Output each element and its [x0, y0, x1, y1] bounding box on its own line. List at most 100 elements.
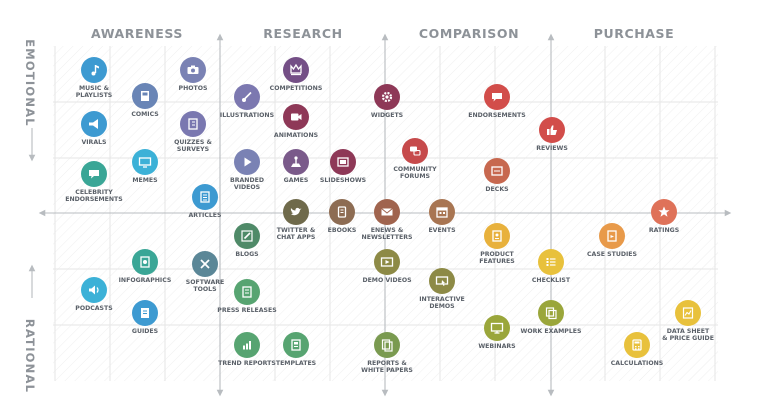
content-item-label: CALCULATIONS: [611, 360, 664, 367]
content-item: GUIDES: [132, 300, 158, 335]
content-item-circle: [538, 300, 564, 326]
animation-video-icon: [291, 113, 302, 121]
content-item-label: CHECKLIST: [532, 277, 571, 284]
content-item: PRESS RELEASES: [217, 279, 277, 314]
endorsement-bubble-icon: [492, 93, 502, 102]
webinar-screen-icon: [490, 322, 504, 334]
guide-book-icon: [141, 308, 149, 318]
content-item: DATA SHEET& PRICE GUIDE: [662, 300, 714, 342]
content-item-label: FEATURES: [479, 258, 514, 265]
podcast-speaker-icon: [89, 285, 99, 295]
content-item-label: PLAYLISTS: [76, 92, 113, 99]
thumbs-up-icon: [547, 125, 557, 135]
content-item-label: RATINGS: [649, 227, 679, 234]
content-item-label: GAMES: [284, 177, 309, 184]
content-item-label: CASE STUDIES: [587, 251, 637, 258]
content-item: REVIEWS: [536, 117, 568, 152]
content-item-label: TOOLS: [193, 286, 216, 293]
content-item-label: MUSIC &: [79, 85, 110, 92]
content-item: REPORTS &WHITE PAPERS: [361, 332, 413, 374]
content-item: BLOGS: [234, 223, 260, 258]
content-item: COMICS: [131, 83, 159, 118]
content-item-label: CHAT APPS: [277, 234, 316, 241]
envelope-icon: [381, 208, 393, 216]
content-item-circle: [283, 57, 309, 83]
content-item: RATINGS: [649, 199, 679, 234]
quiz-sheet-icon: [188, 118, 198, 130]
content-item-label: FORUMS: [400, 173, 430, 180]
infographic-icon: [140, 256, 150, 268]
star-icon: [658, 206, 670, 217]
paintbrush-icon: [242, 91, 252, 102]
work-examples-icon: [545, 307, 557, 320]
content-item: ENEWS &NEWSLETTERS: [362, 199, 413, 241]
content-item-label: TEMPLATES: [276, 360, 316, 367]
content-item: ILLUSTRATIONS: [220, 84, 274, 119]
content-item-label: DATA SHEET: [667, 328, 710, 335]
content-item: MEMES: [132, 149, 158, 184]
content-item: VIRALS: [81, 111, 107, 146]
content-item: DECKS: [484, 158, 510, 193]
forum-bubbles-icon: [410, 146, 421, 156]
content-item-label: MEMES: [132, 177, 157, 184]
content-item-circle: [429, 199, 455, 225]
content-item-label: PODCASTS: [75, 305, 112, 312]
content-item: ARTICLES: [189, 184, 222, 219]
deck-icon: [491, 166, 503, 176]
content-items: MUSIC &PLAYLISTS COMICS PHOTOS COMPETITIONS…: [65, 57, 714, 374]
content-item-label: WORK EXAMPLES: [521, 328, 582, 335]
row-label-emotional: EMOTIONAL: [23, 39, 37, 127]
content-item-label: DECKS: [485, 186, 508, 193]
content-item: TEMPLATES: [276, 332, 316, 367]
content-item-label: BRANDED: [230, 177, 264, 184]
content-item-circle: [484, 315, 510, 341]
camera-icon: [187, 65, 199, 74]
content-item: WIDGETS: [371, 84, 403, 119]
content-item-label: PHOTOS: [179, 85, 208, 92]
article-page-icon: [200, 191, 210, 203]
checklist-icon: [546, 258, 556, 266]
row-label-rational: RATIONAL: [23, 319, 37, 393]
content-item-label: REPORTS &: [367, 360, 407, 367]
content-item: WORK EXAMPLES: [521, 300, 582, 335]
content-item-label: ENEWS &: [371, 227, 404, 234]
content-item-label: ARTICLES: [189, 212, 222, 219]
twitter-bird-icon: [290, 207, 302, 216]
templates-icon: [291, 339, 301, 351]
interactive-demo-icon: [435, 276, 449, 286]
content-item-label: PRODUCT: [480, 251, 514, 258]
content-item-label: WEBINARS: [478, 343, 515, 350]
content-item-label: ENDORSEMENTS: [65, 196, 123, 203]
trend-report-icon: [243, 341, 251, 350]
data-sheet-icon: [682, 307, 694, 319]
content-item-label: NEWSLETTERS: [362, 234, 413, 241]
content-item-label: REVIEWS: [536, 145, 568, 152]
content-item: MUSIC &PLAYLISTS: [76, 57, 113, 99]
content-item-label: COMICS: [131, 111, 158, 118]
content-item-label: VIRALS: [81, 139, 106, 146]
content-item-label: EVENTS: [428, 227, 455, 234]
content-item-label: DEMO VIDEOS: [362, 277, 411, 284]
content-item-label: VIDEOS: [234, 184, 260, 191]
demo-video-icon: [380, 257, 394, 267]
content-item-label: CELEBRITY: [75, 189, 113, 196]
content-item: SLIDESHOWS: [320, 149, 366, 184]
content-item-label: DEMOS: [429, 303, 454, 310]
content-item-circle: [180, 111, 206, 137]
comic-book-icon: [141, 91, 149, 101]
content-item-label: GUIDES: [132, 328, 158, 335]
celebrity-bubble-icon: [89, 170, 99, 179]
content-item-label: COMPETITIONS: [270, 85, 323, 92]
content-item-label: SLIDESHOWS: [320, 177, 366, 184]
content-item-label: PRESS RELEASES: [217, 307, 276, 314]
content-item: ANIMATIONS: [274, 104, 318, 139]
calculator-icon: [632, 339, 642, 351]
content-item-circle: [624, 332, 650, 358]
column-header-awareness: AWARENESS: [91, 26, 183, 41]
content-item-circle: [132, 149, 158, 175]
content-item-circle: [283, 332, 309, 358]
blog-pencil-icon: [241, 230, 253, 242]
